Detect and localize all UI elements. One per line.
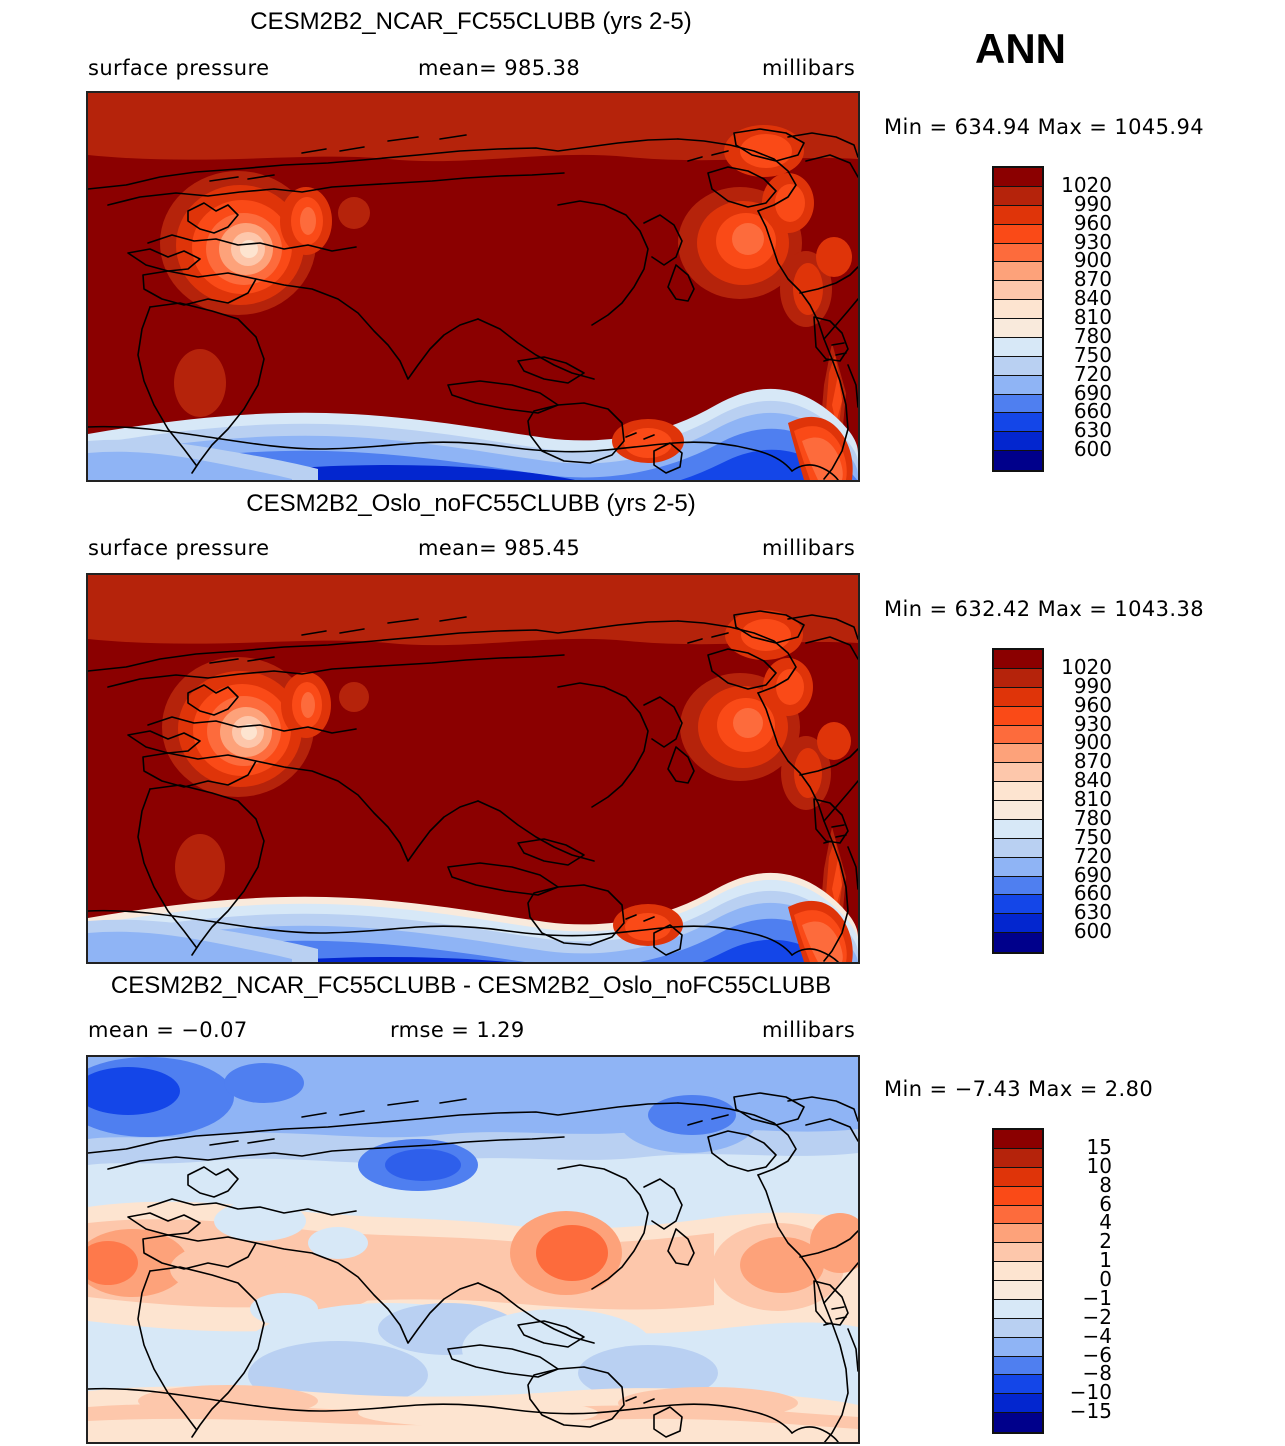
panel-2-colorbar-ticks: 1020 990 960 930 900 870 840 810 780 750 720 690 660… (1048, 648, 1118, 950)
colorbar-tick-label: 750 (1073, 824, 1112, 849)
panel-3-map (86, 1055, 860, 1444)
colorbar-tick-label: 10 (1086, 1153, 1112, 1178)
colorbar-tick-label: 600 (1073, 437, 1112, 462)
colorbar-tick-label: 15 (1086, 1134, 1112, 1159)
panel-3-minmax: Min = −7.43 Max = 2.80 (884, 1077, 1154, 1101)
panel-3-mean-label: mean = −0.07 (88, 1018, 248, 1042)
colorbar-tick-label: −6 (1082, 1342, 1112, 1367)
panel-2-variable-label: surface pressure (88, 536, 270, 560)
panel-1-minmax: Min = 634.94 Max = 1045.94 (884, 115, 1204, 139)
panel-3-colorbar (992, 1128, 1044, 1434)
colorbar-tick-label: 4 (1099, 1210, 1112, 1235)
panel-1-map (86, 91, 860, 482)
colorbar-tick-label: 840 (1073, 286, 1112, 311)
colorbar-tick-label: 630 (1073, 900, 1112, 925)
panel-2-mean-label: mean= 985.45 (418, 536, 581, 560)
panel-3-rmse-label: rmse = 1.29 (390, 1018, 525, 1042)
colorbar-tick-label: 870 (1073, 267, 1112, 292)
panel-1-colorbar-ticks: 1020 990 960 930 900 870 840 810 780 750 720 690 660… (1048, 166, 1118, 468)
colorbar-tick-label: 660 (1073, 881, 1112, 906)
panel-1-colorbar (992, 166, 1044, 472)
colorbar-tick-label: −2 (1082, 1304, 1112, 1329)
panel-1-variable-label: surface pressure (88, 56, 270, 80)
colorbar-tick-label: −10 (1069, 1380, 1112, 1405)
colorbar-tick-label: 930 (1073, 711, 1112, 736)
colorbar-tick-label: 720 (1073, 843, 1112, 868)
colorbar-tick-label: −8 (1082, 1361, 1112, 1386)
colorbar-tick-label: 900 (1073, 730, 1112, 755)
colorbar-tick-label: 930 (1073, 229, 1112, 254)
colorbar-tick-label: 6 (1099, 1191, 1112, 1216)
panel-3-colorbar-ticks: 15 10 8 6 4 2 1 0 −1 −2 −4 −6 −8 −10 −15 (1048, 1128, 1118, 1430)
panel-1-title: CESM2B2_NCAR_FC55CLUBB (yrs 2-5) (250, 8, 692, 35)
colorbar-tick-label: 1 (1099, 1248, 1112, 1273)
colorbar-tick-label: 960 (1073, 692, 1112, 717)
colorbar-tick-label: 660 (1073, 399, 1112, 424)
panel-1-units-label: millibars (762, 56, 856, 80)
panel-2-title: CESM2B2_Oslo_noFC55CLUBB (yrs 2-5) (246, 490, 696, 517)
colorbar-tick-label: −4 (1082, 1323, 1112, 1348)
colorbar-tick-label: 810 (1073, 305, 1112, 329)
colorbar-tick-label: 2 (1099, 1229, 1112, 1254)
colorbar-tick-label: 810 (1073, 787, 1112, 811)
colorbar-tick-label: −15 (1069, 1399, 1112, 1424)
colorbar-tick-label: 0 (1099, 1267, 1112, 1291)
colorbar-tick-label: 900 (1073, 248, 1112, 273)
colorbar-tick-label: 990 (1073, 191, 1112, 216)
colorbar-tick-label: 600 (1073, 919, 1112, 944)
colorbar-tick-label: 750 (1073, 342, 1112, 367)
season-label: ANN (975, 25, 1066, 72)
colorbar-tick-label: 690 (1073, 380, 1112, 405)
panel-3-title: CESM2B2_NCAR_FC55CLUBB - CESM2B2_Oslo_no… (110, 972, 832, 999)
colorbar-tick-label: 990 (1073, 673, 1112, 698)
panel-2-units-label: millibars (762, 536, 856, 560)
colorbar-tick-label: 1020 (1061, 654, 1112, 679)
colorbar-tick-label: 960 (1073, 210, 1112, 235)
colorbar-tick-label: 840 (1073, 768, 1112, 793)
panel-2-map (86, 573, 860, 964)
colorbar-tick-label: 870 (1073, 749, 1112, 774)
colorbar-tick-label: 690 (1073, 862, 1112, 887)
colorbar-tick-label: 630 (1073, 418, 1112, 443)
colorbar-tick-label: 8 (1099, 1172, 1112, 1197)
colorbar-tick-label: 780 (1073, 805, 1112, 830)
colorbar-tick-label: 1020 (1061, 172, 1112, 197)
panel-1-mean-label: mean= 985.38 (418, 56, 581, 80)
panel-2-colorbar (992, 648, 1044, 954)
panel-3-units-label: millibars (762, 1018, 856, 1042)
panel-2-minmax: Min = 632.42 Max = 1043.38 (884, 597, 1204, 621)
colorbar-tick-label: 780 (1073, 323, 1112, 348)
colorbar-tick-label: 720 (1073, 361, 1112, 386)
colorbar-tick-label: −1 (1082, 1285, 1112, 1310)
